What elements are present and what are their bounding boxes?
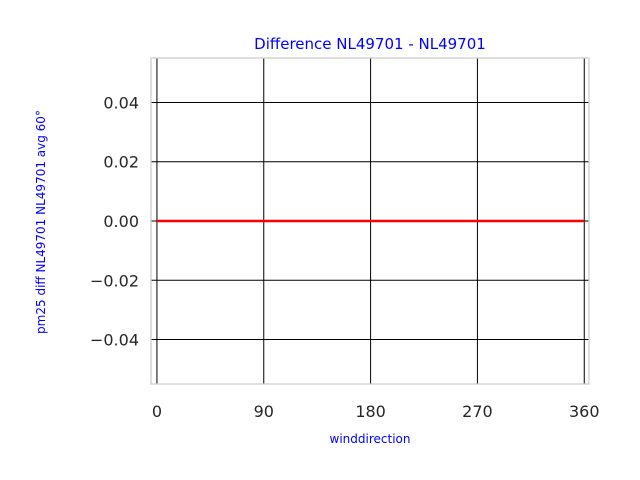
y-tick-label: −0.04 xyxy=(90,331,139,350)
y-tick-label: −0.02 xyxy=(90,271,139,290)
x-axis-label: winddirection xyxy=(330,432,411,446)
tick-labels: 0 90 180 270 360 0.04 0.02 0.00 −0.02 −0.04 xyxy=(90,93,600,421)
x-tick-label: 180 xyxy=(355,402,386,421)
plot-frame xyxy=(150,57,590,385)
chart-title: Difference NL49701 - NL49701 xyxy=(254,35,486,53)
y-tick-label: 0.04 xyxy=(103,93,139,112)
x-tick-label: 360 xyxy=(569,402,600,421)
x-tick-label: 0 xyxy=(152,402,162,421)
x-tick-label: 270 xyxy=(462,402,493,421)
grid xyxy=(151,58,589,384)
y-tick-label: 0.00 xyxy=(103,212,139,231)
x-tick-label: 90 xyxy=(254,402,274,421)
y-axis-label: pm25 diff NL49701 NL49701 avg 60° xyxy=(34,110,48,334)
y-tick-label: 0.02 xyxy=(103,153,139,172)
